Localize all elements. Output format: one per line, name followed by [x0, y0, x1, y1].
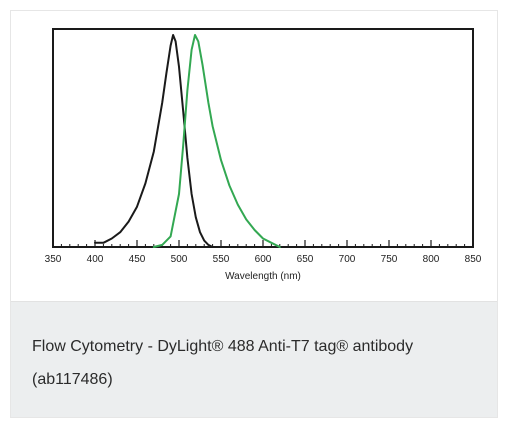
x-tick-labels: 350 400 450 500 550 600 650 700 750 800 850	[45, 254, 482, 265]
x-tick-label: 400	[87, 254, 104, 265]
series-layer	[94, 34, 281, 248]
major-ticks	[52, 240, 474, 247]
image-caption: Flow Cytometry - DyLight® 488 Anti-T7 ta…	[32, 338, 414, 388]
x-tick-label: 600	[255, 254, 272, 265]
x-tick-label: 750	[381, 254, 398, 265]
x-tick-label: 700	[339, 254, 356, 265]
x-tick-label: 850	[465, 254, 482, 265]
x-tick-label: 800	[423, 254, 440, 265]
series-line-1	[94, 34, 214, 248]
x-tick-label: 550	[213, 254, 230, 265]
spectrum-figure: 350 400 450 500 550 600 650 700 750 800 850 Wavele…	[11, 11, 497, 301]
series-line-2	[152, 34, 281, 248]
x-tick-label: 450	[129, 254, 146, 265]
x-tick-label: 350	[45, 254, 62, 265]
x-tick-label: 650	[297, 254, 314, 265]
x-axis-title: Wavelength (nm)	[225, 271, 301, 282]
x-tick-label: 500	[171, 254, 188, 265]
product-image-card: 350 400 450 500 550 600 650 700 750 800 850 Wavele…	[10, 10, 498, 418]
spectrum-chart: 350 400 450 500 550 600 650 700 750 800 850 Wavele…	[45, 28, 482, 282]
plot-frame	[52, 28, 474, 248]
caption-area: Flow Cytometry - DyLight® 488 Anti-T7 ta…	[11, 301, 497, 417]
